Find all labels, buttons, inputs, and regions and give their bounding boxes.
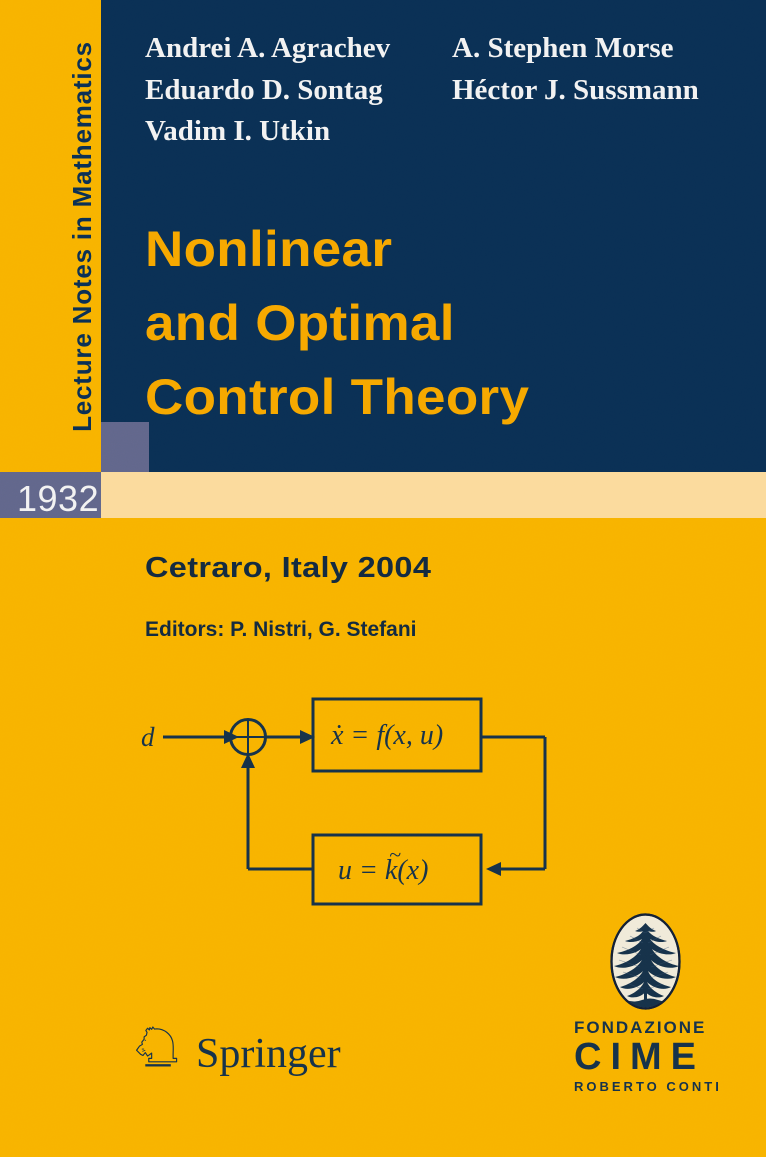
svg-text:u = k(x): u = k(x) [338, 855, 428, 886]
svg-text:ẋ = f(x, u): ẋ = f(x, u) [330, 720, 443, 751]
svg-text:d: d [141, 722, 155, 752]
svg-text:~: ~ [389, 842, 401, 867]
